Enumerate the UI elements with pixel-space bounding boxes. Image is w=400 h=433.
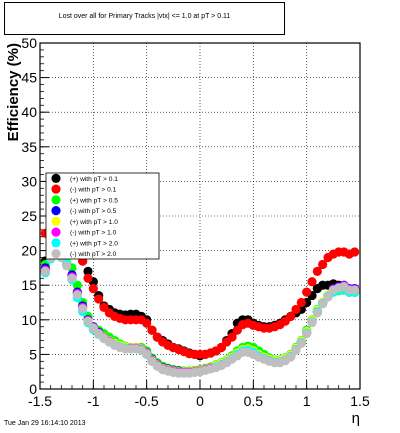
data-point: [302, 287, 312, 297]
x-tick-label: -1.5: [28, 393, 52, 409]
legend-label: (+) with pT > 0.5: [70, 197, 118, 204]
data-point: [291, 304, 301, 315]
x-tick-label: 1: [303, 393, 311, 409]
data-point: [318, 299, 328, 309]
y-tick-label: 10: [21, 312, 37, 328]
data-point: [286, 352, 296, 362]
y-tick-label: 35: [21, 139, 37, 155]
x-tick-label: 1.5: [350, 393, 370, 409]
data-point: [83, 266, 93, 276]
legend-label: (+) with pT > 2.0: [70, 240, 118, 247]
y-tick-label: 40: [21, 104, 37, 120]
y-tick-label: 0: [29, 381, 37, 397]
x-tick-label: -1: [87, 393, 100, 409]
data-point: [142, 349, 152, 359]
legend-label: (-) with pT > 0.5: [70, 208, 117, 215]
data-point: [147, 325, 157, 335]
data-point: [291, 345, 301, 355]
data-point: [312, 308, 322, 318]
legend-label: (+) with pT > 0.1: [70, 176, 118, 183]
x-axis-label: η: [352, 410, 360, 427]
data-point: [83, 273, 93, 283]
data-point: [312, 266, 322, 276]
legend-marker: [51, 227, 61, 237]
legend-marker: [51, 206, 61, 216]
y-tick-label: 30: [21, 173, 37, 189]
data-point: [227, 332, 237, 342]
data-point: [323, 292, 333, 302]
y-tick-label: 50: [21, 35, 37, 51]
y-tick-label: 25: [21, 208, 37, 224]
y-tick-label: 5: [29, 346, 37, 362]
y-tick-label: 45: [21, 70, 37, 86]
legend-marker: [51, 184, 61, 194]
data-point: [94, 294, 104, 304]
legend-label: (-) with pT > 1.0: [70, 230, 117, 237]
legend-label: (-) with pT > 0.1: [70, 187, 117, 194]
data-point: [286, 311, 296, 321]
legend-marker: [51, 249, 61, 259]
x-tick-label: -0.5: [135, 393, 159, 409]
data-point: [40, 266, 50, 276]
data-point: [318, 259, 328, 270]
data-point: [302, 329, 312, 339]
footer-timestamp: Tue Jan 29 16:14:10 2013: [4, 420, 86, 427]
legend-label: (+) with pT > 1.0: [70, 219, 118, 226]
data-point: [62, 261, 72, 271]
data-point: [296, 338, 306, 348]
data-point: [67, 273, 77, 283]
plot-frame: [39, 42, 361, 390]
y-axis-label: Efficiency (%): [5, 43, 22, 141]
legend-marker: [51, 173, 61, 183]
y-tick-label: 15: [21, 277, 37, 293]
x-tick-label: 0: [196, 393, 204, 409]
x-tick-label: 0.5: [244, 393, 264, 409]
data-point: [350, 285, 360, 295]
chart-title: Lost over all for Primary Tracks |vtx| <…: [58, 13, 231, 20]
data-point: [307, 277, 317, 287]
title-box: Lost over all for Primary Tracks |vtx| <…: [4, 2, 285, 35]
legend-box: [45, 172, 160, 260]
data-point: [78, 304, 88, 314]
y-tick-label: 20: [21, 243, 37, 259]
data-point: [307, 317, 317, 328]
legend-marker: [51, 238, 61, 248]
legend-label: (-) with pT > 2.0: [70, 251, 117, 258]
data-point: [350, 247, 360, 257]
data-point: [296, 297, 306, 308]
legend-marker: [51, 216, 61, 226]
data-point: [72, 290, 82, 300]
data-point: [88, 284, 98, 294]
legend-marker: [51, 195, 61, 205]
data-point: [142, 318, 152, 328]
data-point: [83, 316, 93, 326]
